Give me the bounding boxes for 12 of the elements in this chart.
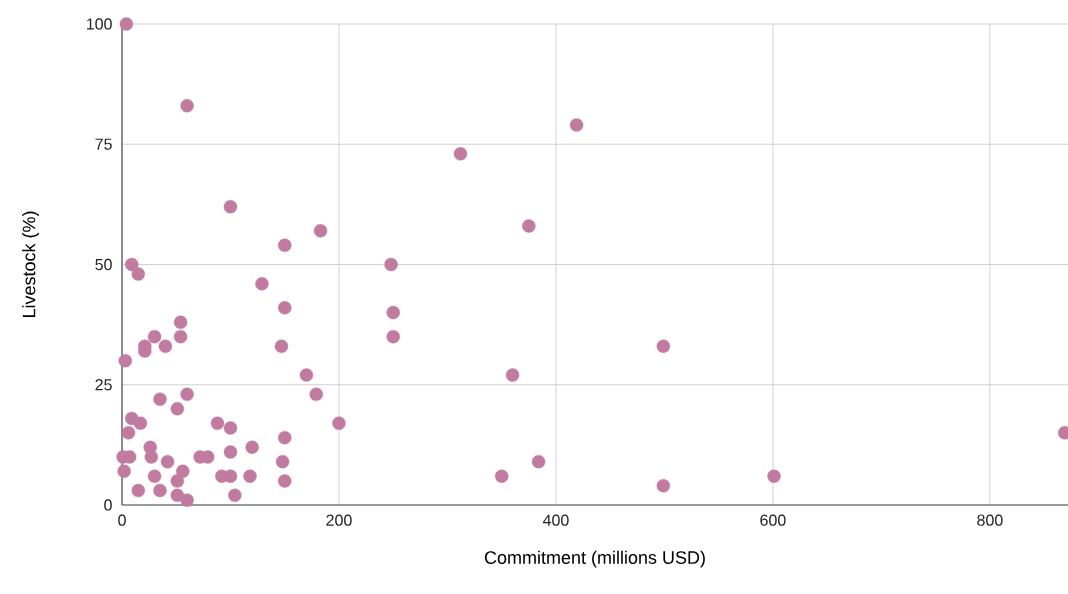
x-axis-title: Commitment (millions USD) [484, 550, 705, 568]
y-tick-label: 100 [87, 18, 112, 30]
y-tick-label: 75 [95, 138, 112, 150]
y-tick-label: 0 [104, 499, 112, 511]
y-axis-title: Livestock (%) [22, 211, 39, 318]
y-tick-label: 50 [95, 258, 112, 271]
x-tick-label: 600 [760, 514, 786, 526]
y-tick-label: 25 [95, 379, 112, 391]
x-tick-label: 800 [977, 514, 1003, 526]
x-tick-label: 400 [542, 514, 569, 526]
x-tick-label: 200 [326, 514, 352, 526]
x-tick-label: 0 [118, 514, 126, 526]
